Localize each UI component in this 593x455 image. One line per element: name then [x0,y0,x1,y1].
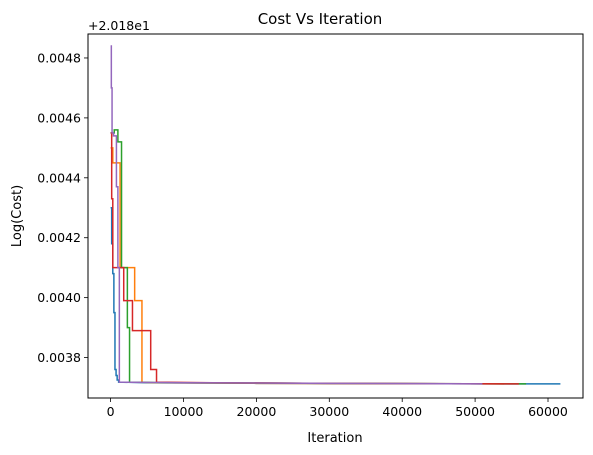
x-axis-ticks: 0 10000 20000 30000 40000 50000 60000 [107,398,568,419]
series-line-2 [111,148,505,384]
series-line-4 [111,133,519,384]
y-axis-label: Log(Cost) [10,185,25,247]
y-axis-ticks: 0.0038 0.0040 0.0042 0.0044 0.0046 0.0048 [37,50,88,365]
x-tick-label: 0 [107,404,115,419]
y-tick-label: 0.0048 [37,50,81,65]
y-tick-label: 0.0044 [37,170,81,185]
series-line-1 [111,208,561,384]
x-tick-label: 60000 [528,404,568,419]
y-tick-label: 0.0040 [37,290,81,305]
x-tick-label: 10000 [164,404,204,419]
y-tick-label: 0.0042 [37,230,81,245]
y-tick-label: 0.0038 [37,350,81,365]
y-tick-label: 0.0046 [37,110,81,125]
plot-frame [88,34,583,398]
y-axis-offset-label: +2.018e1 [88,18,150,33]
series-line-5 [111,46,483,384]
x-tick-label: 40000 [382,404,422,419]
x-tick-label: 30000 [309,404,349,419]
series-layer [111,46,561,384]
chart-title: Cost Vs Iteration [258,10,383,28]
x-tick-label: 20000 [237,404,277,419]
series-line-3 [111,130,527,384]
x-axis-label: Iteration [307,431,362,446]
x-tick-label: 50000 [455,404,495,419]
